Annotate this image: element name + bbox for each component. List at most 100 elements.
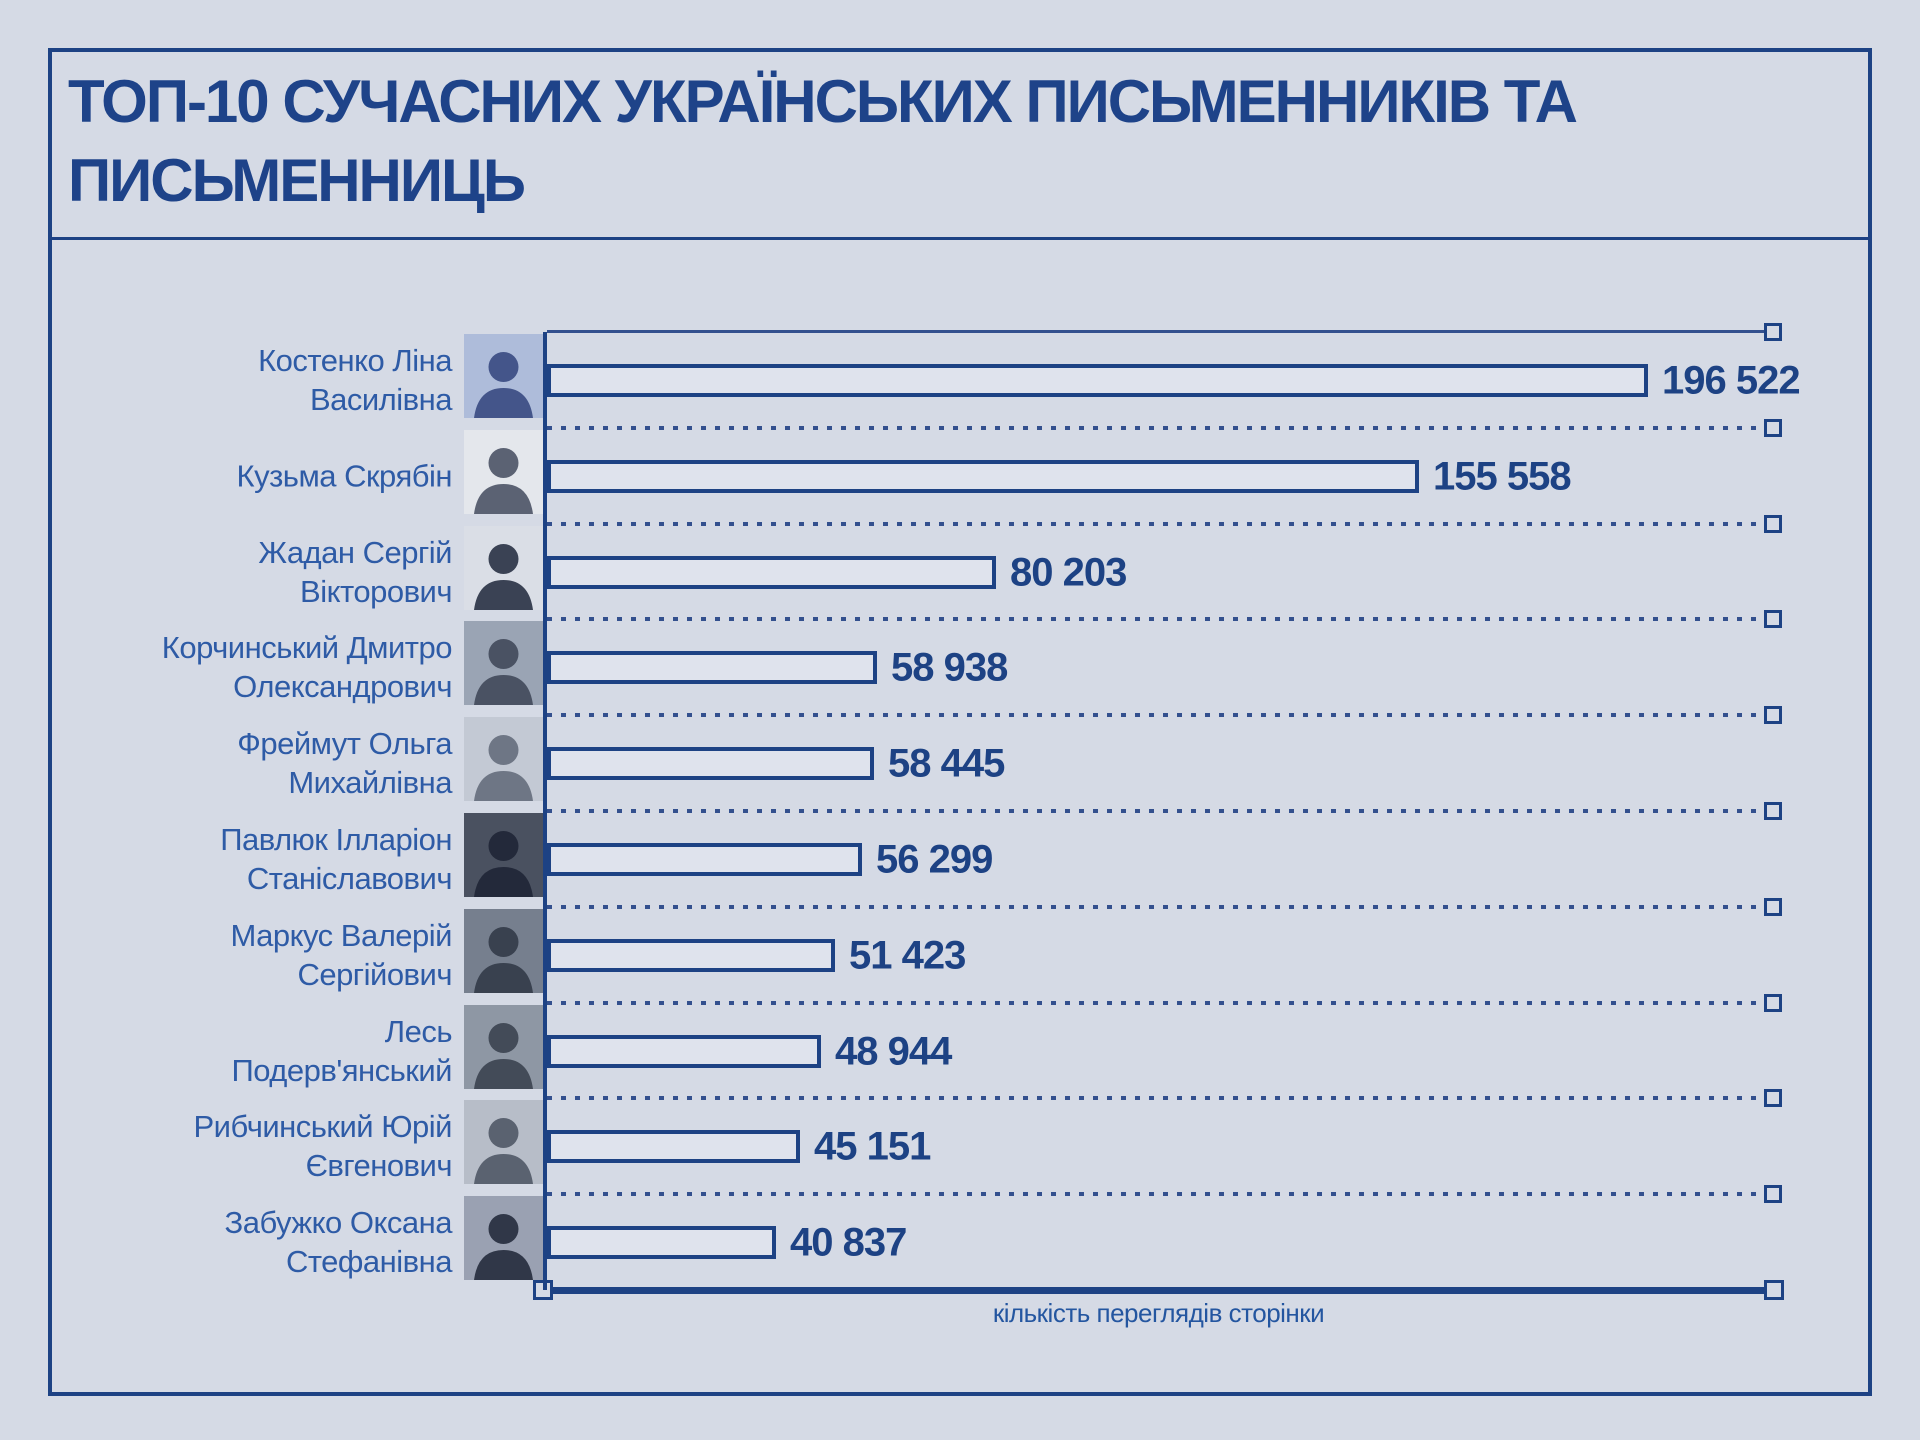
gridline-end-marker	[1764, 1185, 1782, 1204]
person-silhouette-icon	[464, 812, 543, 897]
writer-name-line: Забужко Оксана	[224, 1205, 452, 1241]
chart-frame	[48, 48, 1872, 1396]
person-silhouette-icon	[464, 333, 543, 418]
writer-name: Павлюк Ілларіон Станіславович	[40, 820, 452, 898]
portrait-photo	[464, 333, 543, 418]
writer-name-line: Станіславович	[246, 860, 453, 896]
writer-name-line: Подерв'янський	[231, 1052, 452, 1088]
bar-value-label: 45 151	[814, 1124, 931, 1169]
writer-name: Корчинський Дмитро Олександрович	[40, 628, 453, 706]
person-silhouette-icon	[464, 525, 543, 610]
y-axis-line	[543, 332, 547, 1290]
person-silhouette-icon	[464, 621, 543, 706]
writer-name: Маркус Валерій Сергійович	[40, 916, 452, 994]
writer-name-line: Кузьма Скрябін	[236, 458, 453, 494]
page-title-line-2: ПИСЬМЕННИЦЬ	[68, 147, 526, 214]
bar-value-label: 58 445	[888, 741, 1005, 786]
row-gridline	[547, 1192, 1764, 1197]
bar-value-label: 40 837	[790, 1220, 907, 1265]
writer-name-line: Корчинський Дмитро	[161, 630, 453, 666]
writer-name-line: Жадан Сергій	[258, 534, 452, 570]
row-gridline	[547, 713, 1764, 718]
gridline-end-marker	[1764, 1089, 1782, 1108]
gridline-end-marker	[1764, 323, 1782, 341]
portrait-photo	[464, 812, 543, 897]
row-gridline	[547, 617, 1764, 622]
person-silhouette-icon	[464, 1004, 543, 1089]
writer-name: Фреймут Ольга Михайлівна	[40, 724, 452, 802]
row-gridline	[547, 1096, 1764, 1101]
writer-name-line: Фреймут Ольга	[237, 726, 452, 762]
gridline-end-marker	[1764, 610, 1782, 629]
row-gridline	[547, 330, 1764, 333]
writer-name-line: Василівна	[309, 381, 453, 417]
page-title-line-1: ТОП-10 СУЧАСНИХ УКРАЇНСЬКИХ ПИСЬМЕННИКІВ…	[68, 68, 1578, 135]
bar	[547, 1034, 821, 1068]
writer-name-line: Павлюк Ілларіон	[220, 821, 452, 857]
writer-name-line: Олександрович	[233, 669, 452, 705]
writer-name-line: Лесь	[384, 1013, 453, 1049]
writer-name-line: Вікторович	[300, 573, 452, 609]
gridline-end-marker	[1764, 993, 1782, 1012]
portrait-photo	[464, 908, 543, 993]
bar	[547, 363, 1648, 397]
person-silhouette-icon	[464, 717, 543, 802]
bar-value-label: 155 558	[1433, 454, 1572, 499]
bar	[547, 1130, 800, 1164]
row-gridline	[547, 521, 1764, 526]
portrait-photo	[464, 1100, 543, 1185]
row-gridline	[547, 1000, 1764, 1005]
bar-value-label: 58 938	[891, 645, 1008, 690]
bar-value-label: 196 522	[1662, 358, 1801, 403]
portrait-photo	[464, 1196, 543, 1281]
gridline-end-marker	[1764, 418, 1782, 437]
gridline-end-marker	[1764, 706, 1782, 725]
row-gridline	[547, 904, 1764, 909]
portrait-photo	[464, 717, 543, 802]
portrait-photo	[464, 1004, 543, 1089]
bar	[547, 555, 996, 589]
writer-name-line: Костенко Ліна	[258, 342, 452, 378]
writer-name: Костенко Ліна Василівна	[40, 341, 452, 419]
row-gridline	[547, 809, 1764, 813]
bar	[547, 1226, 776, 1260]
person-silhouette-icon	[464, 429, 543, 514]
bar-value-label: 80 203	[1010, 550, 1127, 594]
bar-value-label: 48 944	[835, 1029, 952, 1073]
portrait-photo	[464, 525, 543, 610]
bar-value-label: 51 423	[849, 933, 966, 978]
writer-name-line: Євгенович	[305, 1148, 453, 1184]
gridline-end-marker	[1764, 802, 1782, 820]
row-gridline	[547, 425, 1764, 430]
gridline-end-marker	[1764, 897, 1782, 916]
bar-value-label: 56 299	[876, 837, 993, 882]
writer-name-line: Сергійович	[297, 956, 452, 992]
bar	[547, 747, 874, 781]
bar	[547, 651, 877, 685]
writer-name-line: Стефанівна	[285, 1244, 453, 1280]
writer-name-line: Маркус Валерій	[230, 917, 452, 953]
bar	[547, 842, 862, 876]
person-silhouette-icon	[464, 908, 543, 993]
gridline-end-marker	[1764, 514, 1782, 533]
x-axis-line	[553, 1287, 1764, 1294]
person-silhouette-icon	[464, 1100, 543, 1185]
writer-name-line: Рибчинський Юрій	[193, 1109, 452, 1145]
portrait-photo	[464, 621, 543, 706]
person-silhouette-icon	[464, 1196, 543, 1281]
bar	[547, 459, 1419, 493]
writer-name: Жадан Сергій Вікторович	[40, 533, 452, 611]
x-axis-left-marker	[533, 1280, 553, 1300]
writer-name: Забужко Оксана Стефанівна	[40, 1203, 452, 1281]
bar	[547, 938, 835, 972]
x-axis-label: кількість переглядів сторінки	[992, 1298, 1325, 1328]
x-axis-right-marker	[1764, 1280, 1784, 1300]
writer-name-line: Михайлівна	[288, 765, 452, 801]
title-block: ТОП-10 СУЧАСНИХ УКРАЇНСЬКИХ ПИСЬМЕННИКІВ…	[52, 52, 1868, 240]
writer-name: Рибчинський Юрій Євгенович	[40, 1107, 452, 1185]
writer-name: Лесь Подерв'янський	[40, 1012, 452, 1090]
portrait-photo	[464, 429, 543, 514]
writer-name: Кузьма Скрябін	[40, 456, 453, 495]
